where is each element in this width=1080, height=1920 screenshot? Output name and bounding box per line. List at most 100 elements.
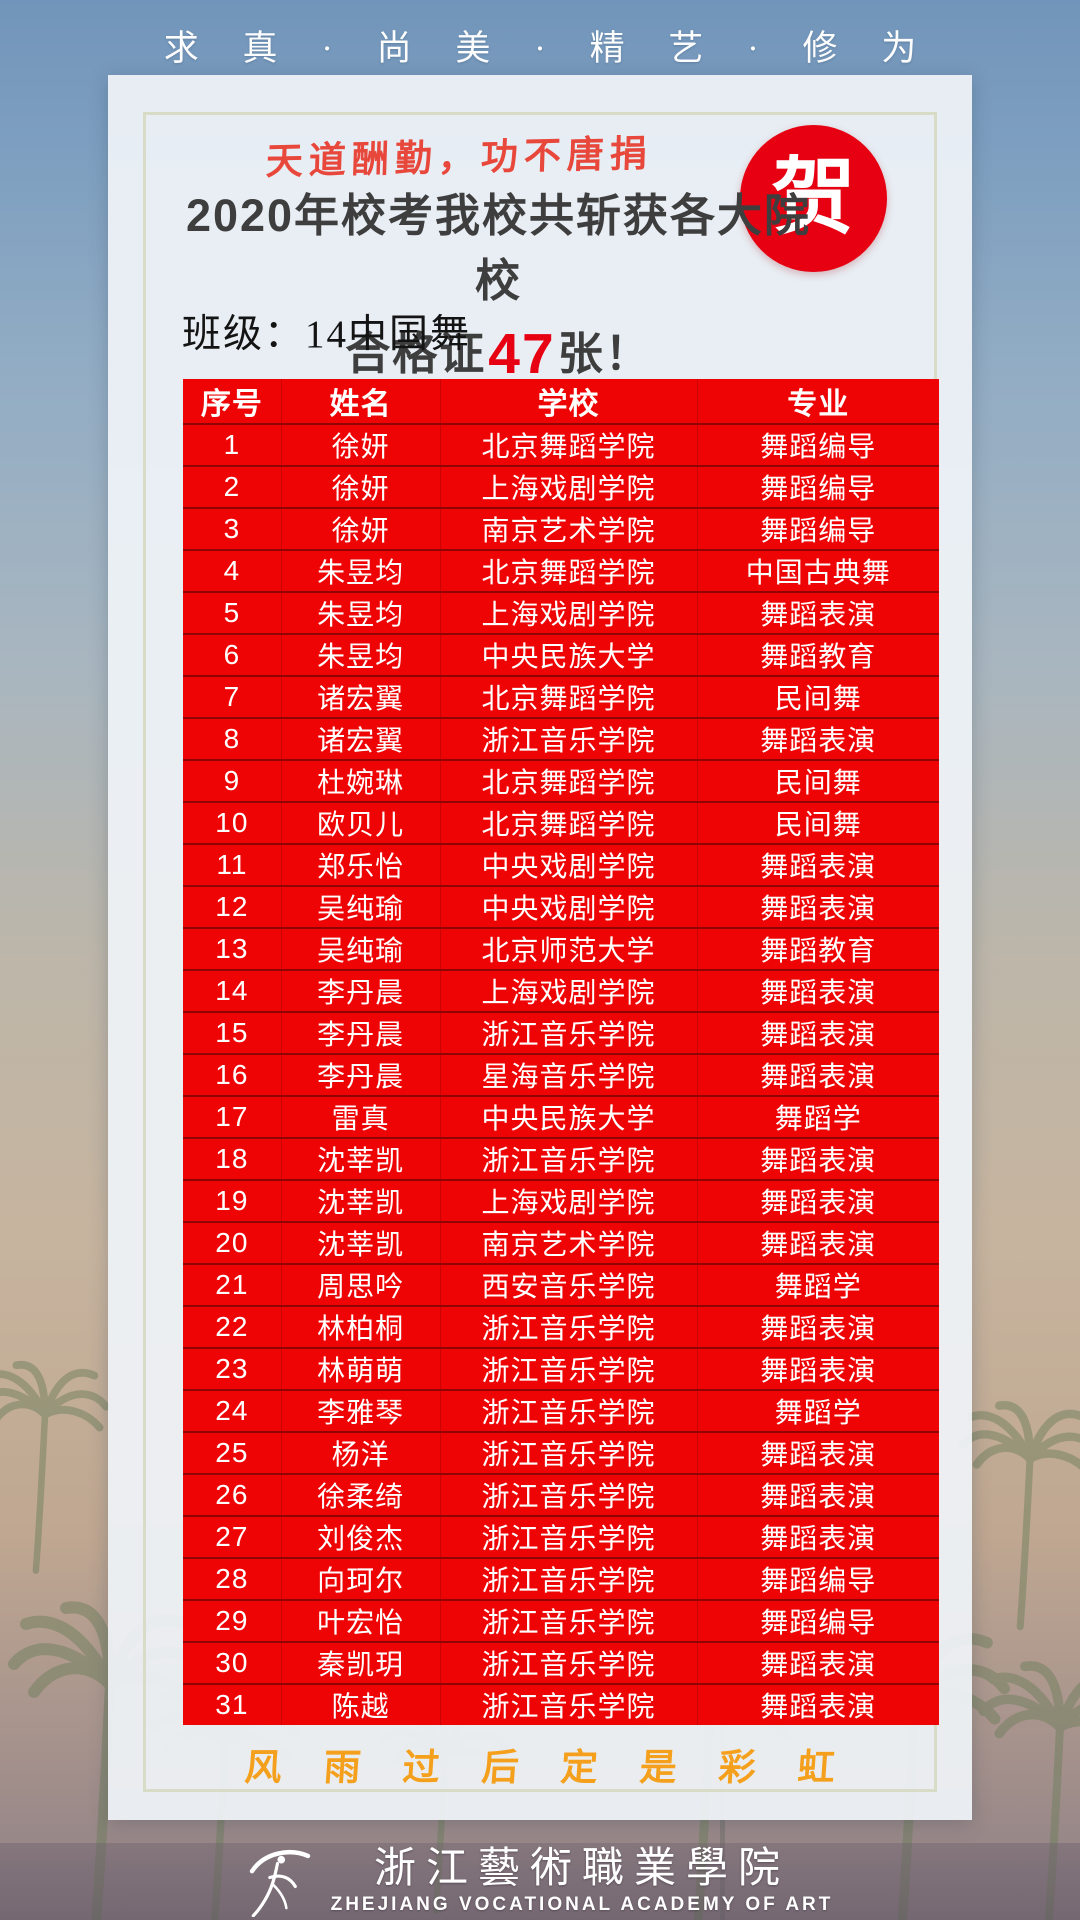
table-row: 29 叶宏怡 浙江音乐学院 舞蹈编导 [183, 1599, 939, 1642]
table-cell: 6 [183, 633, 282, 676]
table-row: 1 徐妍 北京舞蹈学院 舞蹈编导 [183, 423, 939, 466]
table-cell: 浙江音乐学院 [439, 717, 698, 760]
table-cell: 南京艺术学院 [439, 507, 698, 550]
table-cell: 20 [183, 1221, 282, 1264]
table-cell: 30 [183, 1641, 282, 1684]
table-row: 30 秦凯玥 浙江音乐学院 舞蹈表演 [183, 1641, 939, 1684]
table-cell: 民间舞 [696, 675, 939, 718]
table-cell: 舞蹈表演 [696, 1221, 939, 1264]
table-cell: 北京舞蹈学院 [439, 423, 698, 466]
table-cell: 徐妍 [280, 423, 441, 466]
table-cell: 舞蹈表演 [696, 1011, 939, 1054]
table-cell: 中央民族大学 [439, 1095, 698, 1138]
table-cell: 24 [183, 1389, 282, 1432]
table-cell: 17 [183, 1095, 282, 1138]
table-cell: 3 [183, 507, 282, 550]
table-cell: 舞蹈表演 [696, 1473, 939, 1516]
table-cell: 中国古典舞 [696, 549, 939, 592]
table-cell: 舞蹈表演 [696, 1683, 939, 1725]
table-cell: 杨洋 [280, 1431, 441, 1474]
table-cell: 舞蹈表演 [696, 1305, 939, 1348]
academy-names: 浙江藝術職業學院 ZHEJIANG VOCATIONAL ACADEMY OF … [331, 1847, 834, 1915]
table-cell: 浙江音乐学院 [439, 1305, 698, 1348]
table-row: 17 雷真 中央民族大学 舞蹈学 [183, 1095, 939, 1138]
table-cell: 浙江音乐学院 [439, 1011, 698, 1054]
table-cell: 浙江音乐学院 [439, 1473, 698, 1516]
table-row: 6 朱昱均 中央民族大学 舞蹈教育 [183, 633, 939, 676]
table-cell: 29 [183, 1599, 282, 1642]
table-cell: 舞蹈表演 [696, 591, 939, 634]
class-label: 班级：14中国舞 [182, 313, 472, 356]
bottom-slogan: 风雨过后定是彩虹 [243, 1748, 879, 1789]
title-line-2: 合格证47张！ [166, 317, 831, 383]
table-cell: 上海戏剧学院 [439, 1179, 698, 1222]
announcement-card: 天道酬勤，功不唐捐 贺 2020年校考我校共斩获各大院校 合格证47张！ 班级：… [108, 75, 972, 1820]
table-cell: 向珂尔 [280, 1557, 441, 1600]
table-cell: 欧贝儿 [280, 801, 441, 844]
congrats-badge: 贺 [740, 125, 887, 272]
table-cell: 舞蹈表演 [696, 1137, 939, 1180]
table-cell: 李雅琴 [280, 1389, 441, 1432]
table-cell: 西安音乐学院 [439, 1263, 698, 1306]
table-cell: 8 [183, 717, 282, 760]
table-row: 19 沈莘凯 上海戏剧学院 舞蹈表演 [183, 1179, 939, 1222]
table-cell: 雷真 [280, 1095, 441, 1138]
table-row: 21 周思吟 西安音乐学院 舞蹈学 [183, 1263, 939, 1306]
calligraphy-quote: 天道酬勤，功不唐捐 [265, 133, 654, 184]
table-cell: 沈莘凯 [280, 1137, 441, 1180]
table-cell: 舞蹈编导 [696, 1557, 939, 1600]
table-cell: 林柏桐 [280, 1305, 441, 1348]
table-cell: 沈莘凯 [280, 1221, 441, 1264]
table-cell: 民间舞 [696, 759, 939, 802]
table-cell: 2 [183, 465, 282, 508]
table-cell: 舞蹈表演 [696, 1515, 939, 1558]
table-header-row: 序号 姓名 学校 专业 [183, 379, 939, 424]
table-cell: 浙江音乐学院 [439, 1515, 698, 1558]
table-cell: 15 [183, 1011, 282, 1054]
table-cell: 舞蹈学 [696, 1263, 939, 1306]
table-cell: 19 [183, 1179, 282, 1222]
table-cell: 民间舞 [696, 801, 939, 844]
table-cell: 14 [183, 969, 282, 1012]
table-row: 4 朱昱均 北京舞蹈学院 中国古典舞 [183, 549, 939, 592]
table-row: 25 杨洋 浙江音乐学院 舞蹈表演 [183, 1431, 939, 1474]
table-cell: 星海音乐学院 [439, 1053, 698, 1096]
table-cell: 舞蹈表演 [696, 843, 939, 886]
table-cell: 诸宏翼 [280, 717, 441, 760]
table-cell: 中央民族大学 [439, 633, 698, 676]
table-row: 16 李丹晨 星海音乐学院 舞蹈表演 [183, 1053, 939, 1096]
table-cell: 吴纯瑜 [280, 885, 441, 928]
table-cell: 舞蹈教育 [696, 633, 939, 676]
table-row: 15 李丹晨 浙江音乐学院 舞蹈表演 [183, 1011, 939, 1054]
table-cell: 李丹晨 [280, 1053, 441, 1096]
table-cell: 沈莘凯 [280, 1179, 441, 1222]
table-cell: 李丹晨 [280, 969, 441, 1012]
table-cell: 浙江音乐学院 [439, 1557, 698, 1600]
table-cell: 舞蹈表演 [696, 1641, 939, 1684]
table-row: 13 吴纯瑜 北京师范大学 舞蹈教育 [183, 927, 939, 970]
table-row: 20 沈莘凯 南京艺术学院 舞蹈表演 [183, 1221, 939, 1264]
table-cell: 浙江音乐学院 [439, 1347, 698, 1390]
table-cell: 李丹晨 [280, 1011, 441, 1054]
column-header: 专业 [696, 379, 939, 424]
table-cell: 12 [183, 885, 282, 928]
table-cell: 北京师范大学 [439, 927, 698, 970]
table-cell: 上海戏剧学院 [439, 465, 698, 508]
table-cell: 27 [183, 1515, 282, 1558]
table-body: 1 徐妍 北京舞蹈学院 舞蹈编导 2 徐妍 上海戏剧学院 舞蹈编导 3 徐妍 南京艺术学院 舞蹈编导 4… [183, 423, 939, 1725]
table-cell: 舞蹈教育 [696, 927, 939, 970]
table-row: 11 郑乐怡 中央戏剧学院 舞蹈表演 [183, 843, 939, 886]
table-cell: 26 [183, 1473, 282, 1516]
table-cell: 31 [183, 1683, 282, 1725]
table-cell: 23 [183, 1347, 282, 1390]
table-cell: 13 [183, 927, 282, 970]
table-cell: 舞蹈编导 [696, 507, 939, 550]
table-cell: 叶宏怡 [280, 1599, 441, 1642]
table-cell: 21 [183, 1263, 282, 1306]
table-cell: 北京舞蹈学院 [439, 549, 698, 592]
table-row: 2 徐妍 上海戏剧学院 舞蹈编导 [183, 465, 939, 508]
table-row: 8 诸宏翼 浙江音乐学院 舞蹈表演 [183, 717, 939, 760]
table-cell: 舞蹈编导 [696, 1599, 939, 1642]
table-cell: 徐柔绮 [280, 1473, 441, 1516]
academy-name-en: ZHEJIANG VOCATIONAL ACADEMY OF ART [330, 1893, 834, 1915]
